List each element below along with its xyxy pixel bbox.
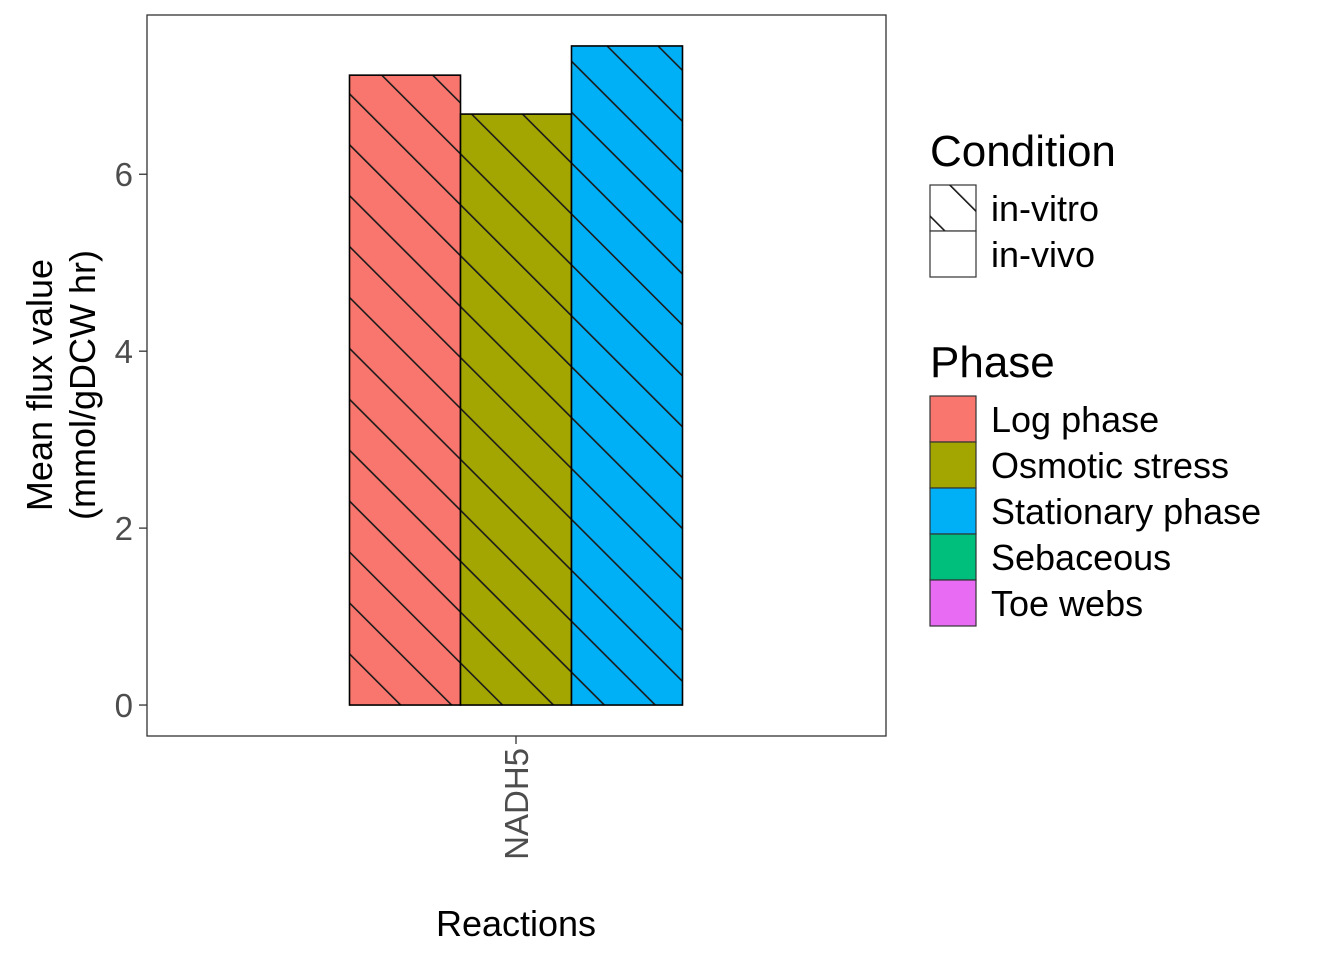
- y-axis-title-line-1: Mean flux value: [19, 259, 60, 511]
- bar-osmotic-stress: [459, 113, 573, 706]
- legend-item: Toe webs: [929, 579, 1143, 627]
- legend-title: Condition: [930, 127, 1116, 176]
- legend-phase: Phase Log phase Osmotic stress Stationary p…: [929, 338, 1261, 627]
- x-axis-title: Reactions: [436, 903, 596, 944]
- y-tick-label: 0: [115, 687, 133, 724]
- y-tick-label: 4: [115, 333, 133, 370]
- bar-pattern: [349, 75, 461, 706]
- bars-layer: [348, 45, 684, 706]
- legend-title: Phase: [930, 338, 1055, 387]
- bar-log-phase: [348, 74, 462, 706]
- legend-key-pattern: [930, 185, 976, 231]
- legend-condition: Condition in-vitro in-vivo: [929, 127, 1116, 278]
- legend-item: in-vitro: [929, 184, 1099, 232]
- y-tick-label: 2: [115, 510, 133, 547]
- x-tick-label: NADH5: [498, 748, 535, 860]
- legend-label: Toe webs: [991, 583, 1143, 624]
- legend-item: Log phase: [929, 395, 1159, 443]
- legend-label: Log phase: [991, 399, 1159, 440]
- bar-outline: [570, 45, 684, 706]
- legend: Condition in-vitro in-vivo Phase Log phase Os…: [929, 127, 1261, 627]
- bar-pattern: [460, 114, 572, 706]
- legend-label: in-vitro: [991, 188, 1099, 229]
- y-axis-ticks: 0 2 4 6: [115, 156, 147, 724]
- legend-key: [929, 579, 977, 627]
- legend-key: [929, 230, 977, 278]
- x-axis-ticks: NADH5: [498, 736, 535, 860]
- y-axis-title: Mean flux value (mmol/gDCW hr): [19, 250, 103, 520]
- legend-key: [929, 441, 977, 489]
- y-tick-label: 6: [115, 156, 133, 193]
- legend-item: Sebaceous: [929, 533, 1171, 581]
- legend-label: Stationary phase: [991, 491, 1261, 532]
- legend-item: in-vivo: [929, 230, 1095, 278]
- legend-key: [929, 395, 977, 443]
- legend-label: in-vivo: [991, 234, 1095, 275]
- legend-label: Sebaceous: [991, 537, 1171, 578]
- legend-key: [929, 487, 977, 535]
- bar-pattern: [571, 45, 683, 706]
- legend-key: [929, 533, 977, 581]
- bar-stationary-phase: [570, 45, 684, 706]
- y-axis-title-line-2: (mmol/gDCW hr): [62, 250, 103, 520]
- legend-item: Osmotic stress: [929, 441, 1229, 489]
- legend-label: Osmotic stress: [991, 445, 1229, 486]
- legend-item: Stationary phase: [929, 487, 1261, 535]
